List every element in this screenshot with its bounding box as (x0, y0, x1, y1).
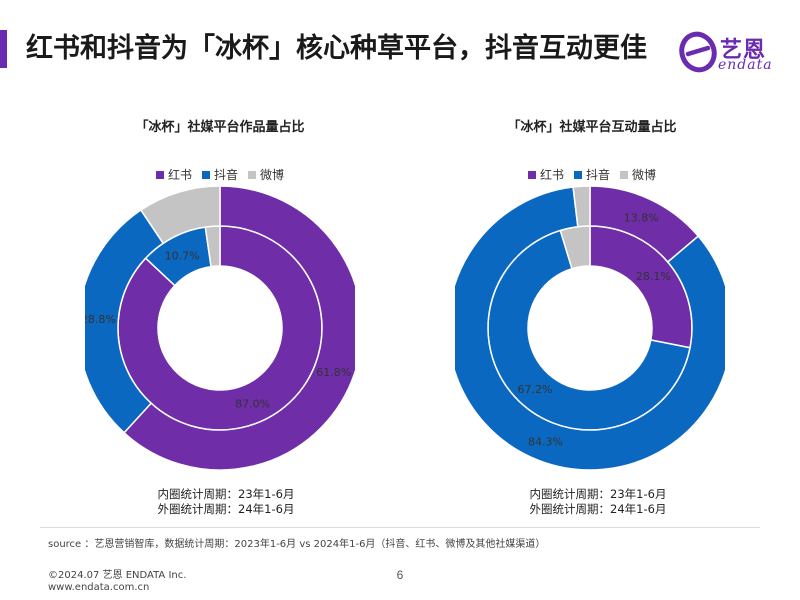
outer-ring-slice-douyin (455, 186, 725, 471)
legend-swatch (155, 170, 164, 179)
endata-e-logo-icon (679, 31, 717, 73)
page-number: 6 (396, 568, 404, 582)
outer-ring-label-douyin: 28.8% (85, 313, 116, 326)
outer-ring-label-hongshu: 13.8% (624, 211, 659, 224)
outer-ring-label-hongshu: 61.8% (316, 366, 351, 379)
legend-works: 红书 抖音 微博 (20, 166, 420, 183)
logo-subtitle: endata (718, 57, 773, 73)
legend-item-weibo: 微博 (248, 166, 284, 183)
legend-swatch (201, 170, 210, 179)
legend-swatch (620, 170, 628, 179)
legend-swatch (527, 170, 536, 179)
legend-label: 抖音 (213, 168, 238, 182)
website-link[interactable]: www.endata.com.cn (48, 582, 150, 593)
period-note-outer: 外圈统计周期：24年1-6月 (157, 502, 295, 516)
period-notes-works: 内圈统计周期：23年1-6月 外圈统计周期：24年1-6月 (20, 487, 420, 517)
footer-divider (40, 527, 760, 528)
title-accent-bar (0, 30, 7, 68)
period-note-inner: 内圈统计周期：23年1-6月 (157, 487, 295, 501)
legend-interactions: 红书 抖音 微博 (392, 166, 792, 183)
chart-title-interactions: 「冰杯」社媒平台互动量占比 (507, 120, 677, 135)
legend-label: 红书 (539, 168, 564, 182)
legend-label: 微博 (632, 168, 657, 182)
endata-logo: 艺恩 endata (678, 30, 788, 76)
period-note-inner: 内圈统计周期：23年1-6月 (529, 487, 667, 501)
legend-swatch (248, 170, 256, 179)
outer-ring-label-douyin: 84.3% (528, 436, 563, 449)
inner-ring-label-hongshu: 28.1% (636, 270, 671, 283)
inner-ring-label-douyin: 10.7% (165, 249, 200, 262)
outer-ring-slice-weibo (139, 185, 221, 245)
legend-label: 微博 (260, 168, 285, 182)
page-title: 红书和抖音为「冰杯」核心种草平台，抖音互动更佳 (26, 33, 647, 64)
legend-item-douyin: 抖音 (573, 166, 610, 183)
inner-ring-label-hongshu: 87.0% (235, 397, 270, 410)
logo-name: 艺恩 (720, 38, 767, 63)
outer-ring-slice-hongshu (123, 185, 355, 471)
donut-chart-works: 87.0% 10.7% 61.8% 28.8% (85, 185, 355, 471)
legend-item-hongshu: 红书 (155, 166, 192, 183)
donut-chart-interactions: 28.1% 67.2% 13.8% 84.3% (455, 185, 725, 471)
period-note-outer: 外圈统计周期：24年1-6月 (529, 502, 667, 516)
legend-label: 红书 (167, 168, 192, 182)
legend-item-hongshu: 红书 (527, 166, 564, 183)
legend-item-weibo: 微博 (620, 166, 656, 183)
legend-swatch (573, 170, 582, 179)
copyright: ©2024.07 艺恩 ENDATA Inc. (48, 570, 187, 581)
legend-item-douyin: 抖音 (201, 166, 238, 183)
outer-ring-slice-weibo (572, 185, 591, 228)
chart-title-works: 「冰杯」社媒平台作品量占比 (135, 120, 305, 135)
period-notes-interactions: 内圈统计周期：23年1-6月 外圈统计周期：24年1-6月 (392, 487, 792, 517)
inner-ring-label-douyin: 67.2% (518, 383, 553, 396)
source-note: source ：艺恩营销智库，数据统计周期：2023年1-6月 vs 2024年… (48, 539, 546, 550)
legend-label: 抖音 (585, 168, 610, 182)
